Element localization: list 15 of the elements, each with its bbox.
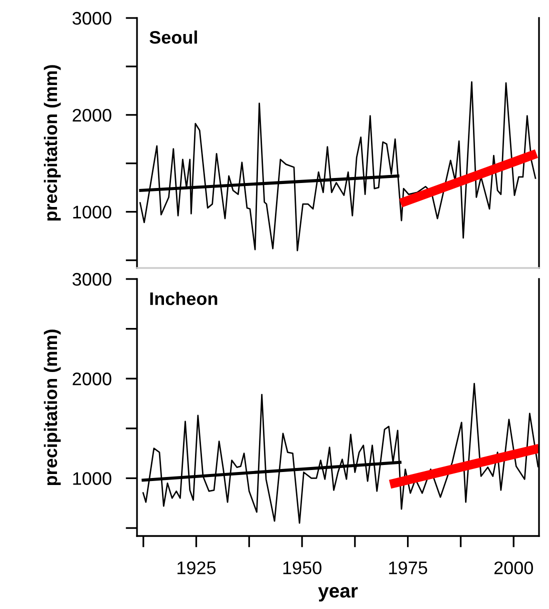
x-tick-label: 1950 xyxy=(283,561,322,574)
y-tick-label: 1000 xyxy=(73,206,112,219)
annotation: Incheon xyxy=(150,292,218,306)
x-tick-label: 2000 xyxy=(494,561,533,574)
y-tick-label: 2000 xyxy=(72,372,112,386)
y-tick-label: 3000 xyxy=(72,12,112,25)
x-axis-title: year xyxy=(318,587,358,602)
x-tick-label: 1975 xyxy=(389,561,428,574)
x-tick-label: 1925 xyxy=(178,561,216,574)
y-tick-label: 2000 xyxy=(72,108,112,122)
annotation: Seoul xyxy=(150,30,197,44)
y-tick-label: 3000 xyxy=(72,272,112,286)
y-axis-title: precipitation (mm) xyxy=(44,65,61,221)
y-tick-label: 1000 xyxy=(73,472,112,485)
y-axis-title: precipitation (mm) xyxy=(44,330,61,486)
